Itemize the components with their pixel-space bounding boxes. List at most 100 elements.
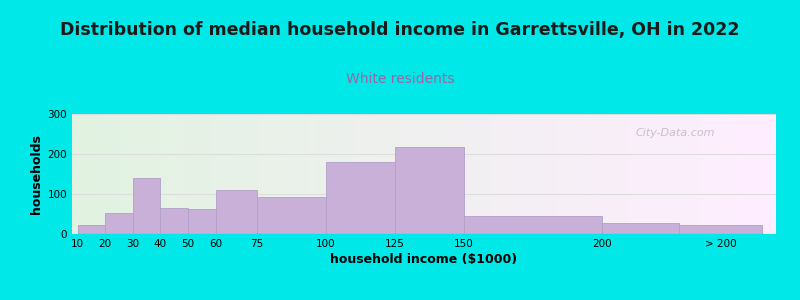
Text: City-Data.com: City-Data.com [635,128,714,138]
Bar [660,110,663,234]
Bar [445,110,449,234]
Bar [188,209,215,234]
Bar [215,190,257,234]
Bar [146,110,150,234]
Bar [107,110,110,234]
Bar [562,110,565,234]
Bar [726,110,730,234]
Bar [502,110,505,234]
Bar [466,110,470,234]
Bar [593,110,597,234]
Bar [522,110,526,234]
Bar [582,110,586,234]
Bar [670,110,674,234]
Bar [766,110,769,234]
Bar [607,110,610,234]
Bar [723,110,726,234]
Bar [480,110,484,234]
Bar [399,110,403,234]
Bar [283,110,286,234]
Bar [139,110,142,234]
Bar [427,110,431,234]
Bar [339,110,343,234]
Bar [590,110,593,234]
Bar [773,110,776,234]
Bar [713,110,716,234]
Bar [185,110,188,234]
Bar [691,110,695,234]
Bar [650,110,653,234]
Bar [181,110,185,234]
Bar [160,208,188,234]
Bar [678,110,681,234]
Text: White residents: White residents [346,72,454,86]
Bar [238,110,241,234]
Bar [220,110,223,234]
Bar [170,110,174,234]
Bar [105,213,133,234]
Bar [610,110,614,234]
Bar [255,110,258,234]
Bar [602,223,679,234]
Bar [86,110,90,234]
Bar [276,110,280,234]
Bar [361,110,364,234]
Bar [487,110,491,234]
Bar [762,110,766,234]
Bar [206,110,210,234]
Bar [628,110,632,234]
Bar [167,110,170,234]
Bar [554,110,558,234]
Bar [82,110,86,234]
Bar [519,110,522,234]
Bar [213,110,216,234]
Bar [494,110,498,234]
Bar [550,110,554,234]
Bar [248,110,251,234]
Bar [241,110,245,234]
Bar [656,110,660,234]
Bar [456,110,459,234]
Bar [537,110,540,234]
Bar [280,110,283,234]
Bar [618,110,621,234]
Bar [301,110,304,234]
Bar [378,110,382,234]
Bar [434,110,438,234]
Bar [748,110,751,234]
Bar [625,110,628,234]
Bar [374,110,378,234]
Bar [698,110,702,234]
Bar [681,110,685,234]
Bar [547,110,550,234]
Bar [484,110,487,234]
Bar [336,110,339,234]
Bar [311,110,315,234]
Bar [364,110,368,234]
Bar [198,110,202,234]
Bar [188,110,192,234]
Bar [695,110,698,234]
Bar [97,110,100,234]
Bar [442,110,445,234]
Bar [346,110,350,234]
Bar [150,110,153,234]
Bar [505,110,509,234]
Bar [526,110,530,234]
Bar [674,110,678,234]
Bar [223,110,227,234]
Bar [118,110,122,234]
Bar [110,110,114,234]
Bar [294,110,298,234]
Bar [122,110,125,234]
Bar [730,110,734,234]
Bar [132,110,135,234]
Bar [515,110,519,234]
Bar [326,110,329,234]
Bar [621,110,625,234]
Bar [160,110,163,234]
Bar [142,110,146,234]
Bar [509,110,512,234]
Bar [452,110,456,234]
Bar [100,110,104,234]
